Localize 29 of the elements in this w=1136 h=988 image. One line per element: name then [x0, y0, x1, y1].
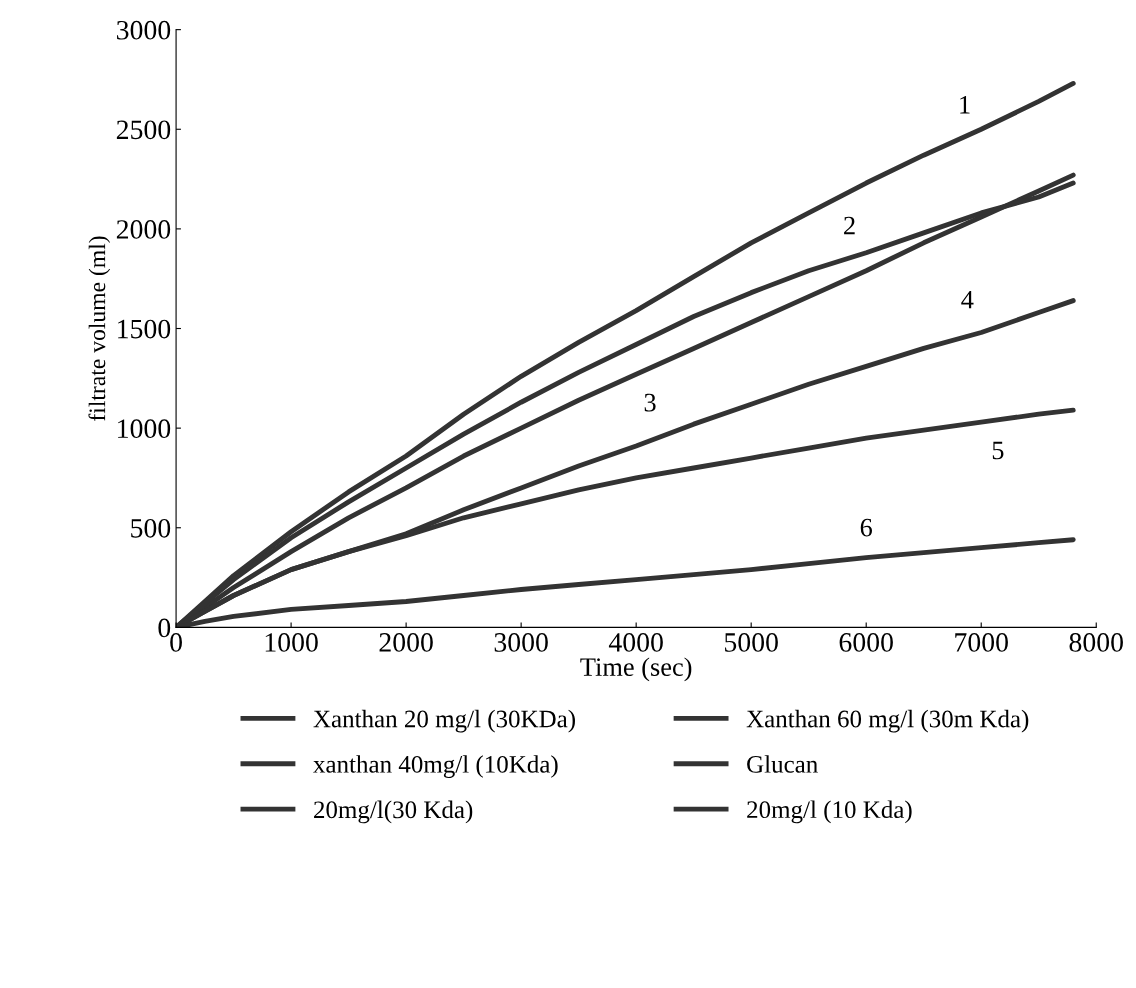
annotation: 3 [644, 393, 656, 412]
y-tick-label: 3000 [116, 20, 171, 40]
x-tick-label: 7000 [955, 633, 1008, 652]
legend-label: xanthan 40mg/l (10Kda) [313, 755, 558, 778]
annotation: 2 [844, 216, 855, 235]
y-tick-label: 500 [131, 518, 171, 538]
x-tick-label: 3000 [494, 633, 548, 652]
x-tick-label: 5000 [725, 633, 778, 652]
y-tick-label: 1000 [118, 419, 171, 439]
y-tick-label: 1500 [118, 319, 171, 339]
x-tick-label: 6000 [839, 633, 893, 652]
annotation: 6 [860, 518, 873, 537]
annotation: 5 [992, 441, 1004, 460]
x-axis-title: Time (sec) [580, 657, 692, 682]
annotation: 4 [961, 290, 974, 309]
x-tick-label: 8000 [1069, 633, 1123, 652]
y-axis-title: filtrate volume (ml) [88, 236, 111, 421]
legend-label: Glucan [747, 755, 818, 773]
legend-label: 20mg/l(30 Kda) [314, 800, 473, 824]
y-tick-label: 0 [158, 618, 171, 638]
annotation: 1 [960, 95, 970, 114]
x-tick-label: 2000 [379, 633, 433, 652]
legend-label: Xanthan 20 mg/l (30KDa) [313, 709, 575, 733]
y-tick-label: 2000 [116, 220, 171, 239]
legend-label: 20mg/l (10 Kda) [747, 800, 912, 824]
x-tick-label: 4000 [608, 633, 663, 652]
y-tick-label: 2500 [116, 120, 171, 140]
legend-label: Xanthan 60 mg/l (30m Kda) [746, 709, 1029, 733]
x-tick-label: 1000 [265, 633, 318, 652]
